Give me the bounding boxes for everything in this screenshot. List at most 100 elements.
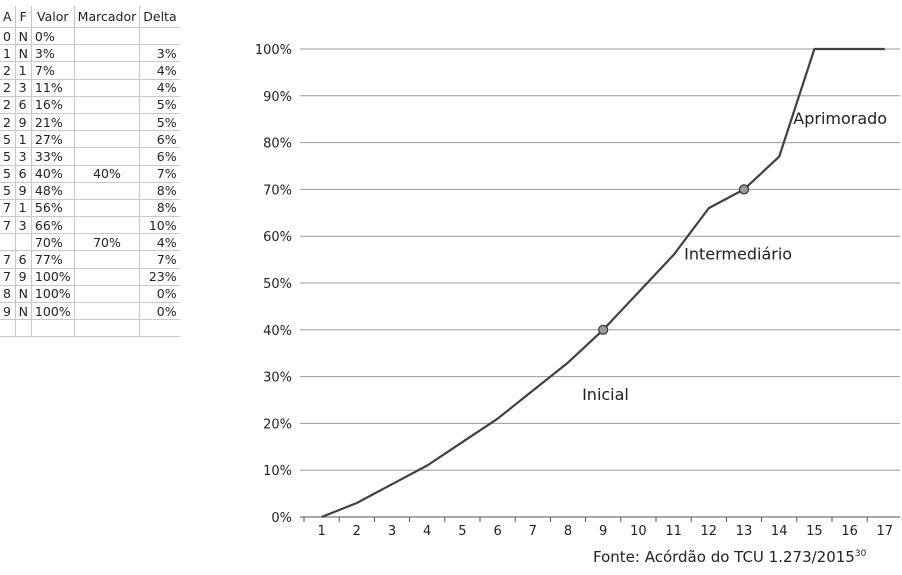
table-row: 5 6 40% 40% 7%	[0, 165, 180, 183]
cell-valor: 7%	[30, 61, 75, 80]
cell-valor: 70%	[30, 233, 75, 252]
table-body: 0 N 0% 1 N 3% 3% 2 1 7% 4% 2 3 11% 4% 2 6 16% 5% 2 9 21% 5% 5 1 2…	[0, 27, 180, 338]
cell-delta: 3%	[139, 44, 180, 63]
region-label: Inicial	[582, 385, 629, 404]
x-tick-label: 2	[353, 524, 361, 539]
cell-marcador	[73, 130, 140, 149]
cell-marcador	[73, 147, 140, 166]
cell-delta: 5%	[139, 96, 180, 114]
cell-valor: 48%	[30, 182, 75, 200]
x-tick-label: 9	[599, 524, 607, 539]
x-tick-label: 5	[458, 524, 466, 539]
cell-valor: 66%	[30, 216, 75, 235]
data-table-container: A F Valor Marcador Delta 0 N 0% 1 N 3% 3% 2 1 7% 4…	[0, 6, 180, 338]
data-marker	[598, 324, 609, 335]
table-row: 1 N 3% 3%	[0, 44, 180, 63]
cell-valor: 33%	[30, 147, 75, 166]
table-row: 7 9 100% 23%	[0, 268, 180, 286]
cell-a: 2	[0, 79, 16, 97]
table-row: 2 9 21% 5%	[0, 113, 180, 132]
y-tick-label: 30%	[263, 371, 292, 386]
cell-f: 6	[14, 165, 32, 183]
cell-f: 9	[14, 182, 32, 200]
cell-a: 5	[0, 182, 16, 200]
header-valor: Valor	[30, 6, 75, 28]
y-axis-tick-labels: 0% 10% 20% 30% 40% 50% 60% 70% 80% 90% 100%	[255, 43, 292, 526]
cell-valor: 56%	[30, 199, 75, 218]
cell-delta: 6%	[139, 130, 180, 149]
cell-a: 9	[0, 302, 16, 321]
cell-delta: 7%	[139, 250, 180, 269]
cell-valor: 16%	[30, 96, 75, 114]
cell-delta	[139, 319, 180, 338]
cell-marcador	[73, 216, 140, 235]
cell-marcador	[73, 61, 140, 80]
y-tick-label: 70%	[263, 183, 292, 198]
table-row: 2 1 7% 4%	[0, 61, 180, 80]
cell-f: N	[14, 285, 32, 304]
table-row: 5 1 27% 6%	[0, 130, 180, 149]
region-label: Intermediário	[684, 245, 792, 264]
x-tick-label: 15	[806, 524, 823, 539]
x-tick-label: 13	[736, 524, 753, 539]
y-tick-label: 90%	[263, 90, 292, 105]
cell-f: N	[14, 27, 32, 46]
cell-a: 7	[0, 199, 16, 218]
table-row: 7 1 56% 8%	[0, 199, 180, 218]
table-row	[0, 319, 180, 338]
cell-delta: 8%	[139, 199, 180, 218]
cell-delta: 7%	[139, 165, 180, 183]
header-marcador: Marcador	[73, 6, 140, 28]
table-row: 0 N 0%	[0, 27, 180, 46]
cell-delta: 23%	[139, 268, 180, 286]
cell-f: N	[14, 44, 32, 63]
data-marker	[738, 184, 750, 195]
x-tick-label: 16	[841, 524, 858, 539]
cell-a: 2	[0, 61, 16, 80]
cell-valor: 77%	[30, 250, 75, 269]
cell-f: 3	[14, 79, 32, 97]
source-text: Fonte: Acórdão do TCU 1.273/2015	[593, 548, 855, 566]
header-delta: Delta	[139, 6, 180, 28]
cell-marcador: 40%	[73, 165, 140, 183]
x-tick-label: 4	[423, 524, 431, 539]
table-row: 2 6 16% 5%	[0, 96, 180, 114]
cell-f: 1	[14, 199, 32, 218]
cell-a: 7	[0, 250, 16, 269]
cell-f: 9	[14, 268, 32, 286]
cell-delta: 0%	[139, 285, 180, 304]
cell-delta: 10%	[139, 216, 180, 235]
table-header-row: A F Valor Marcador Delta	[0, 6, 180, 28]
header-a: A	[0, 6, 16, 28]
cell-valor: 21%	[30, 113, 75, 132]
cell-delta: 4%	[139, 79, 180, 97]
cell-f: 1	[14, 61, 32, 80]
source-caption: Fonte: Acórdão do TCU 1.273/201530	[593, 548, 866, 566]
cell-a: 7	[0, 216, 16, 235]
cell-a: 5	[0, 147, 16, 166]
cell-a: 0	[0, 27, 16, 46]
x-axis: 1 2 3 4 5 6 7 8 9 10 11 12 13 14 15 16 17	[303, 517, 902, 539]
table-row: 9 N 100% 0%	[0, 302, 180, 321]
cell-marcador	[73, 199, 140, 218]
data-table: A F Valor Marcador Delta 0 N 0% 1 N 3% 3% 2 1 7% 4…	[0, 6, 180, 338]
cell-marcador	[73, 27, 140, 46]
cell-f: N	[14, 302, 32, 321]
cell-valor: 0%	[30, 27, 75, 46]
cell-a: 8	[0, 285, 16, 304]
cell-marcador	[73, 319, 140, 338]
table-row: 7 3 66% 10%	[0, 216, 180, 235]
cell-f: 3	[14, 147, 32, 166]
y-tick-label: 40%	[263, 324, 292, 339]
cell-marcador: 70%	[73, 233, 140, 252]
x-tick-label: 3	[388, 524, 396, 539]
x-tick-label: 11	[665, 524, 682, 539]
cell-f	[14, 319, 32, 338]
y-tick-label: 50%	[263, 277, 292, 292]
markers-group	[598, 184, 750, 335]
y-tick-label: 20%	[263, 417, 292, 432]
cell-valor: 100%	[30, 285, 75, 304]
y-tick-label: 10%	[263, 464, 292, 479]
cell-valor: 100%	[30, 302, 75, 321]
